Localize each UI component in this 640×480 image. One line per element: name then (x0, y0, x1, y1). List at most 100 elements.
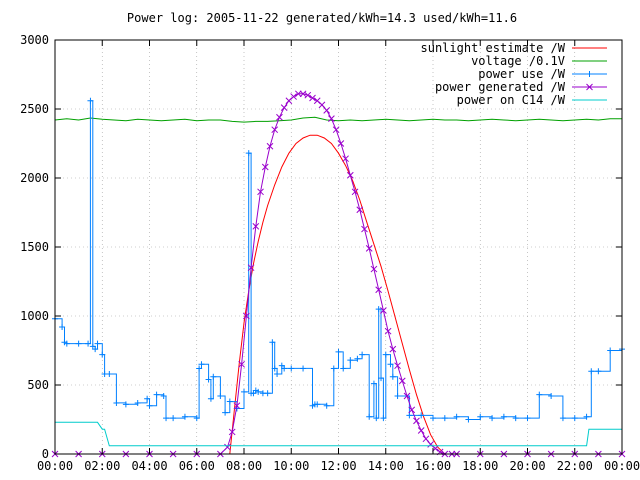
series-line (55, 421, 622, 447)
data-point (92, 346, 99, 353)
series-line (55, 93, 622, 455)
data-point (524, 415, 531, 422)
data-point (318, 101, 326, 109)
data-point (512, 415, 519, 422)
data-point (299, 90, 307, 98)
data-point (163, 415, 170, 422)
data-point (365, 245, 373, 252)
y-tick-label: 0 (42, 447, 49, 461)
data-point (571, 415, 578, 422)
x-tick-label: 04:00 (131, 459, 167, 473)
data-point (588, 368, 595, 375)
legend-label: power generated /W (435, 80, 566, 94)
data-point (222, 409, 229, 416)
series-layer (51, 90, 626, 458)
data-point (332, 126, 340, 134)
x-tick-label: 10:00 (273, 459, 309, 473)
data-point (366, 413, 373, 420)
data-point (198, 361, 205, 368)
data-point (477, 413, 484, 420)
data-point (607, 347, 614, 354)
data-point (134, 399, 141, 406)
data-point (378, 375, 385, 382)
y-tick-label: 1000 (20, 309, 49, 323)
legend-label: voltage /0.1V (471, 54, 565, 68)
data-point (380, 415, 387, 422)
data-point (264, 390, 271, 397)
data-point (548, 393, 555, 400)
data-point (314, 401, 321, 408)
chart-title: Power log: 2005-11-22 generated/kWh=14.3… (127, 11, 517, 25)
y-tick-label: 500 (27, 378, 49, 392)
data-point (417, 427, 425, 434)
data-point (536, 391, 543, 398)
data-point (274, 370, 281, 377)
data-point (309, 94, 316, 102)
data-point (389, 345, 397, 353)
data-point (85, 340, 92, 347)
x-tick-label: 00:00 (37, 459, 73, 473)
data-point (418, 412, 425, 419)
data-point (181, 413, 188, 420)
data-point (243, 312, 250, 320)
data-point (205, 376, 212, 383)
data-point (323, 402, 330, 409)
data-point (269, 339, 276, 346)
x-tick-label: 12:00 (320, 459, 356, 473)
x-tick-label: 02:00 (84, 459, 120, 473)
data-point (59, 324, 66, 331)
y-tick-label: 2500 (20, 102, 49, 116)
data-point (342, 155, 349, 163)
data-point (113, 399, 120, 406)
data-point (288, 365, 295, 372)
x-tick-label: 06:00 (179, 459, 215, 473)
data-point (370, 265, 378, 273)
data-point (233, 402, 241, 410)
data-point (266, 142, 274, 150)
data-point (122, 401, 129, 408)
data-point (170, 415, 177, 422)
data-point (394, 393, 401, 400)
data-point (356, 206, 364, 214)
data-point (252, 222, 260, 230)
data-point (304, 91, 312, 99)
x-tick-label: 22:00 (557, 459, 593, 473)
data-point (160, 393, 167, 400)
data-point (300, 365, 307, 372)
data-point (75, 340, 82, 347)
legend-label: power on C14 /W (457, 93, 566, 107)
data-point (335, 348, 342, 355)
data-point (465, 416, 472, 423)
data-point (146, 402, 153, 409)
data-point (403, 392, 411, 400)
series-power-on-c14-w (55, 421, 622, 447)
data-point (413, 417, 420, 425)
legend-label: sunlight estimate /W (421, 41, 566, 55)
series-sunlight-estimate-w (229, 134, 446, 455)
legend-marker (586, 71, 593, 77)
data-point (387, 361, 394, 368)
data-point (294, 90, 302, 98)
data-point (261, 163, 269, 171)
data-point (323, 107, 331, 114)
data-point (489, 415, 496, 422)
data-point (380, 307, 387, 314)
data-point (382, 351, 389, 358)
data-point (441, 415, 448, 422)
data-point (453, 413, 460, 420)
data-point (559, 415, 566, 422)
data-point (281, 365, 288, 372)
legend-label: power use /W (478, 67, 565, 81)
data-point (276, 113, 283, 121)
data-point (384, 327, 392, 335)
data-point (99, 351, 106, 358)
x-tick-label: 14:00 (368, 459, 404, 473)
y-tick-label: 1500 (20, 240, 49, 254)
data-point (370, 380, 377, 387)
x-tick-label: 08:00 (226, 459, 262, 473)
series-line (229, 134, 446, 455)
data-point (430, 415, 436, 422)
data-point (398, 377, 406, 385)
